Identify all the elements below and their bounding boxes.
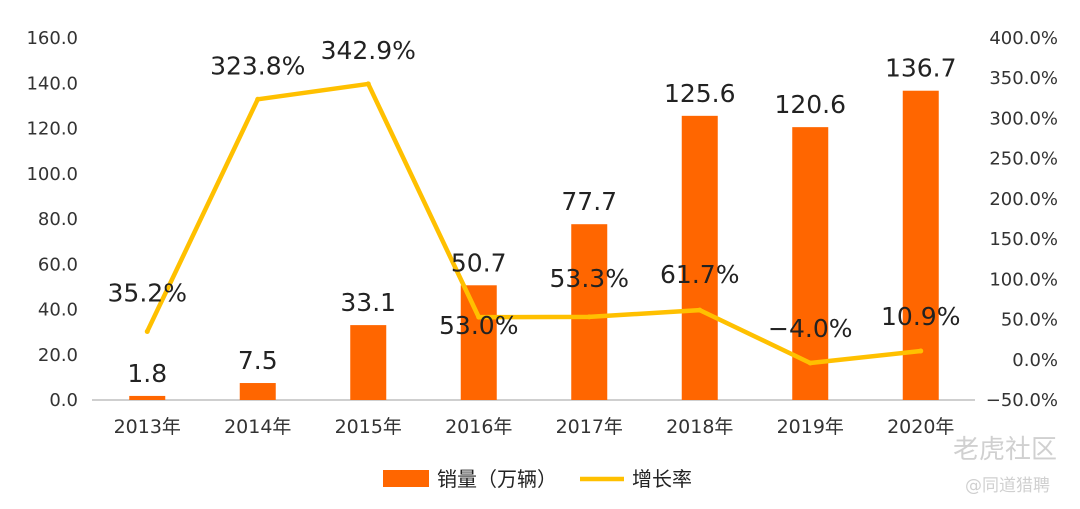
right-tick-label: −50.0% — [986, 390, 1058, 411]
bar-series — [129, 90, 939, 400]
x-tick-label: 2016年 — [445, 416, 512, 438]
x-tick-label: 2015年 — [335, 416, 402, 438]
watermark-account-text: @同道猎聘 — [965, 476, 1050, 496]
x-tick-label: 2019年 — [777, 416, 844, 438]
right-tick-label: 0.0% — [1012, 350, 1058, 371]
x-tick-label: 2020年 — [887, 416, 954, 438]
bar — [460, 285, 497, 400]
growth-value-label: 323.8% — [210, 51, 305, 80]
growth-value-label: 53.0% — [439, 311, 518, 340]
bar — [350, 325, 387, 400]
legend-bar-swatch — [383, 470, 429, 487]
x-tick-label: 2018年 — [666, 416, 733, 438]
x-tick-label: 2013年 — [114, 416, 181, 438]
x-axis: 2013年 2014年 2015年 2016年 2017年 2018年 2019年 2020年 — [114, 416, 955, 438]
growth-point — [586, 314, 592, 320]
legend: 销量（万辆） 增长率 — [383, 467, 692, 491]
left-tick-label: 40.0 — [38, 300, 78, 321]
growth-value-label: 342.9% — [321, 36, 416, 65]
watermark-logo-text: 老虎社区 — [953, 435, 1057, 465]
bar-value-label: 125.6 — [664, 79, 736, 108]
left-tick-label: 160.0 — [26, 28, 78, 49]
bar — [239, 383, 276, 400]
left-tick-label: 80.0 — [38, 209, 78, 230]
growth-point — [144, 328, 150, 334]
growth-value-label: 61.7% — [660, 260, 739, 289]
bar — [902, 90, 939, 400]
growth-point — [807, 360, 813, 366]
growth-point — [918, 348, 924, 354]
right-tick-label: 350.0% — [989, 68, 1058, 89]
growth-line — [145, 81, 923, 366]
bar-value-label: 33.1 — [340, 288, 396, 317]
growth-value-label: 53.3% — [550, 264, 629, 293]
right-y-axis: −50.0% 0.0% 50.0% 100.0% 150.0% 200.0% 250.0% 3… — [986, 28, 1058, 411]
growth-point — [255, 96, 261, 102]
right-tick-label: 100.0% — [989, 269, 1058, 290]
right-tick-label: 50.0% — [1001, 310, 1058, 331]
right-tick-label: 250.0% — [989, 149, 1058, 170]
bar — [792, 127, 829, 400]
growth-value-label: 35.2% — [108, 278, 187, 307]
line-series — [144, 81, 924, 366]
bar-value-label: 50.7 — [451, 248, 507, 277]
legend-line-label: 增长率 — [632, 467, 692, 491]
x-tick-label: 2014年 — [224, 416, 291, 438]
right-tick-label: 150.0% — [989, 229, 1058, 250]
right-tick-label: 300.0% — [989, 108, 1058, 129]
growth-point — [476, 314, 482, 320]
legend-bar-label: 销量（万辆） — [437, 467, 557, 491]
growth-point — [697, 307, 703, 313]
left-tick-label: 20.0 — [38, 345, 78, 366]
bar — [129, 395, 166, 400]
bar-value-label: 120.6 — [774, 90, 846, 119]
left-y-axis: 0.0 20.0 40.0 60.0 80.0 100.0 120.0 140.0 160.0 — [26, 28, 78, 411]
growth-value-label: 10.9% — [881, 302, 960, 331]
left-tick-label: 60.0 — [38, 254, 78, 275]
right-tick-label: 400.0% — [989, 28, 1058, 49]
right-tick-label: 200.0% — [989, 189, 1058, 210]
data-labels: 1.8 7.5 33.1 50.7 77.7 125.6 120.6 136.7 35.2% 32… — [108, 36, 961, 388]
growth-point — [365, 81, 371, 87]
bar — [571, 224, 608, 400]
growth-value-label: −4.0% — [768, 314, 852, 343]
watermark: 老虎社区 @同道猎聘 — [953, 435, 1057, 496]
left-tick-label: 140.0 — [26, 73, 78, 94]
x-tick-label: 2017年 — [556, 416, 623, 438]
bar-value-label: 1.8 — [127, 359, 167, 388]
left-tick-label: 120.0 — [26, 119, 78, 140]
bar-value-label: 136.7 — [885, 54, 957, 83]
bar-value-label: 77.7 — [561, 187, 617, 216]
left-tick-label: 100.0 — [26, 164, 78, 185]
bar-value-label: 7.5 — [238, 346, 278, 375]
bar — [681, 115, 718, 400]
left-tick-label: 0.0 — [49, 390, 78, 411]
